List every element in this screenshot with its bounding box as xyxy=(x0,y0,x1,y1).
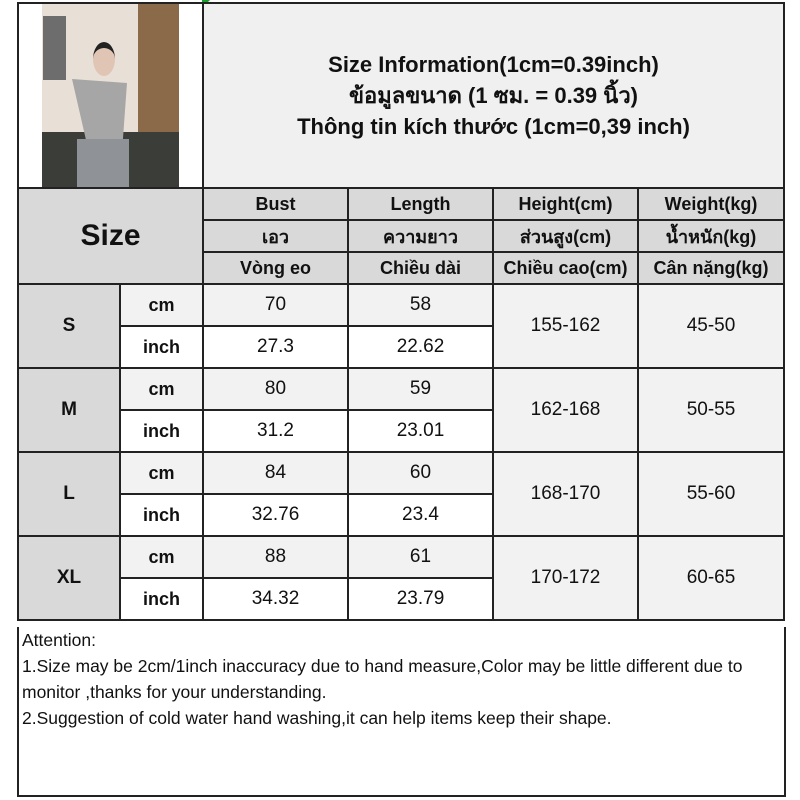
unit-inch: inch xyxy=(119,325,204,369)
height-range: 168-170 xyxy=(492,451,639,537)
length-inch: 23.79 xyxy=(347,577,494,621)
length-inch: 23.4 xyxy=(347,493,494,537)
attention-notes: Attention: 1.Size may be 2cm/1inch inacc… xyxy=(17,627,786,797)
size-row-cm: XL cm 88 61 170-172 60-65 xyxy=(17,535,785,621)
bust-cm: 70 xyxy=(202,283,349,327)
size-row-inch: inch 34.32 23.79 xyxy=(18,577,784,621)
height-range: 170-172 xyxy=(492,535,639,621)
col-header-bust-vi: Vòng eo xyxy=(202,251,349,285)
size-row-inch: inch 27.3 22.62 xyxy=(18,325,784,369)
length-inch: 23.01 xyxy=(347,409,494,453)
bust-cm: 88 xyxy=(202,535,349,579)
col-header-weight-th: น้ำหนัก(kg) xyxy=(637,219,785,253)
col-header-length: Length xyxy=(347,187,494,221)
unit-cm: cm xyxy=(119,283,204,327)
size-label: S xyxy=(17,283,121,369)
size-header: Size xyxy=(17,187,204,285)
bust-inch: 31.2 xyxy=(202,409,349,453)
attention-heading: Attention: xyxy=(22,630,96,650)
weight-range: 45-50 xyxy=(637,283,785,369)
col-header-bust-th: เอว xyxy=(202,219,349,253)
size-label: XL xyxy=(17,535,121,621)
attention-note: 2.Suggestion of cold water hand washing,… xyxy=(22,708,612,728)
size-row-cm: M cm 80 59 162-168 50-55 xyxy=(17,367,785,453)
title-th: ข้อมูลขนาด (1 ซม. = 0.39 นิ้ว) xyxy=(348,83,638,108)
size-label: L xyxy=(17,451,121,537)
title-en: Size Information(1cm=0.39inch) xyxy=(328,52,659,77)
length-inch: 22.62 xyxy=(347,325,494,369)
product-photo-cell xyxy=(17,2,204,189)
size-label: M xyxy=(17,367,121,453)
col-header-weight: Weight(kg) xyxy=(637,187,785,221)
bust-cm: 80 xyxy=(202,367,349,411)
col-header-weight-vi: Cân nặng(kg) xyxy=(637,251,785,285)
length-cm: 60 xyxy=(347,451,494,495)
length-cm: 58 xyxy=(347,283,494,327)
unit-inch: inch xyxy=(119,493,204,537)
unit-inch: inch xyxy=(119,409,204,453)
col-header-height-th: ส่วนสูง(cm) xyxy=(492,219,639,253)
bust-inch: 32.76 xyxy=(202,493,349,537)
col-header-bust: Bust xyxy=(202,187,349,221)
unit-cm: cm xyxy=(119,535,204,579)
size-row-cm: S cm 70 58 155-162 45-50 xyxy=(17,283,785,369)
weight-range: 55-60 xyxy=(637,451,785,537)
attention-note: 1.Size may be 2cm/1inch inaccuracy due t… xyxy=(22,656,748,702)
length-cm: 61 xyxy=(347,535,494,579)
bust-cm: 84 xyxy=(202,451,349,495)
length-cm: 59 xyxy=(347,367,494,411)
size-info-title: Size Information(1cm=0.39inch) ข้อมูลขนา… xyxy=(202,2,785,189)
bust-inch: 27.3 xyxy=(202,325,349,369)
title-vi: Thông tin kích thước (1cm=0,39 inch) xyxy=(297,114,690,139)
col-header-height-vi: Chiều cao(cm) xyxy=(492,251,639,285)
size-row-inch: inch 31.2 23.01 xyxy=(18,409,784,453)
col-header-height: Height(cm) xyxy=(492,187,639,221)
col-header-length-th: ความยาว xyxy=(347,219,494,253)
weight-range: 50-55 xyxy=(637,367,785,453)
size-row-inch: inch 32.76 23.4 xyxy=(18,493,784,537)
unit-inch: inch xyxy=(119,577,204,621)
height-range: 155-162 xyxy=(492,283,639,369)
unit-cm: cm xyxy=(119,451,204,495)
col-header-length-vi: Chiều dài xyxy=(347,251,494,285)
size-row-cm: L cm 84 60 168-170 55-60 xyxy=(17,451,785,537)
height-range: 162-168 xyxy=(492,367,639,453)
size-chart-table: Size Information(1cm=0.39inch) ข้อมูลขนา… xyxy=(17,2,785,621)
product-photo xyxy=(42,4,179,187)
bust-inch: 34.32 xyxy=(202,577,349,621)
weight-range: 60-65 xyxy=(637,535,785,621)
unit-cm: cm xyxy=(119,367,204,411)
